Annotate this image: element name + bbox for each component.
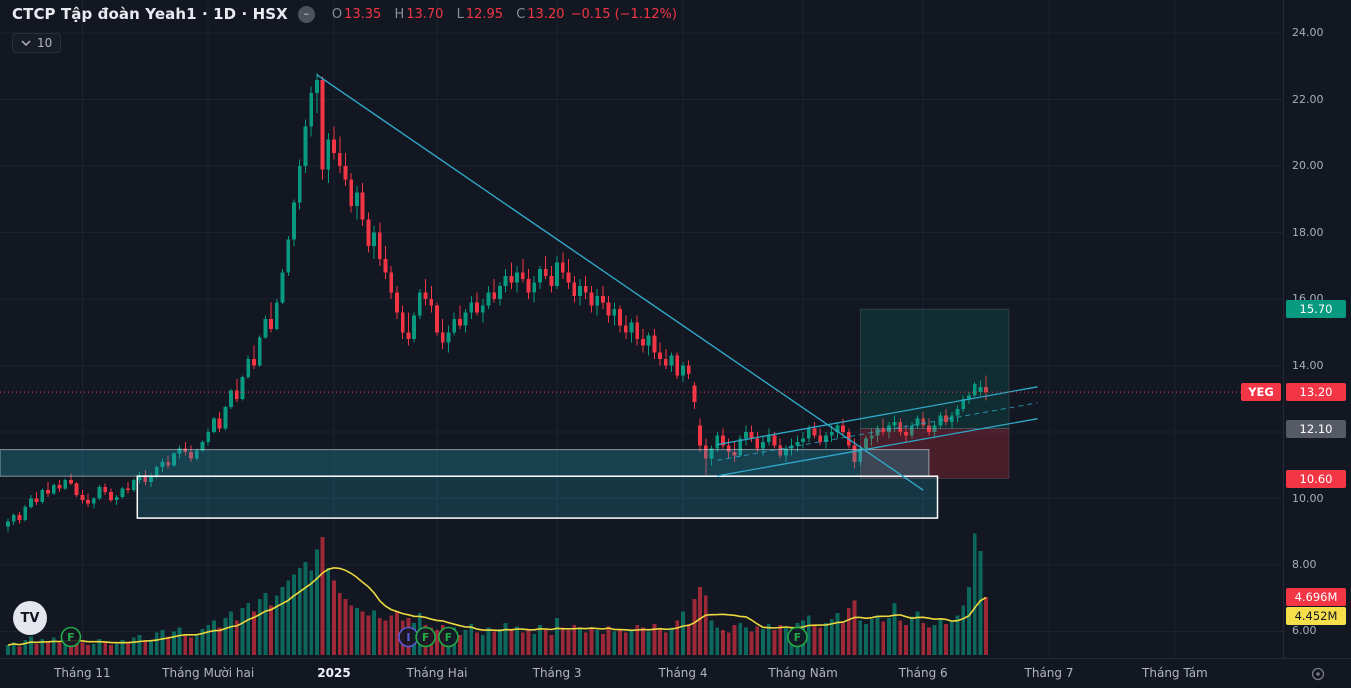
volume-ma-badge: 4.452M: [1286, 606, 1346, 625]
price-tick-label: 8.00: [1292, 557, 1317, 571]
time-tick-label: Tháng 11: [54, 666, 111, 680]
drawing-channel[interactable]: [717, 386, 1038, 477]
volume-series: [6, 533, 988, 655]
change-value: −0.15 (−1.12%): [570, 6, 677, 22]
candlestick-series: [6, 73, 988, 532]
price-axis[interactable]: 24.0022.0020.0018.0016.0014.0012.0010.00…: [1283, 0, 1351, 658]
low-label: L: [456, 6, 464, 22]
price-tick-label: 22.00: [1292, 92, 1324, 106]
axis-settings-icon[interactable]: [1310, 666, 1326, 686]
time-tick-label: Tháng 4: [658, 666, 708, 680]
entry-price-badge: 12.10: [1286, 419, 1346, 438]
drawing-trendline[interactable]: [316, 74, 924, 491]
price-tick-label: 14.00: [1292, 358, 1324, 372]
price-tick-label: 6.00: [1292, 624, 1317, 638]
symbol-price-badge: YEG: [1241, 383, 1281, 402]
time-tick-label: Tháng 3: [532, 666, 582, 680]
symbol-title[interactable]: CTCP Tập đoàn Yeah1 · 1D · HSX: [12, 5, 288, 23]
volume-ma-line: [7, 566, 987, 646]
time-tick-label: Tháng Mười hai: [162, 666, 255, 680]
tradingview-logo-text: TV: [20, 610, 40, 626]
target-price-badge: 15.70: [1286, 300, 1346, 319]
volume-value-badge: 4.696M: [1286, 587, 1346, 606]
time-axis[interactable]: Tháng 11 Tháng Mười hai 2025 Tháng Hai Tháng…: [0, 658, 1351, 688]
time-tick-label: Tháng Năm: [768, 666, 838, 680]
open-value: 13.35: [344, 6, 382, 22]
symbol-legend: CTCP Tập đoàn Yeah1 · 1D · HSX – O 13.35 …: [12, 5, 677, 53]
time-tick-label: Tháng Hai: [406, 666, 468, 680]
grid-lines: [0, 0, 1283, 658]
indicators-collapse-button[interactable]: 10: [12, 33, 62, 53]
chevron-down-icon: [21, 40, 31, 46]
svg-text:F: F: [422, 631, 430, 644]
time-tick-label: Tháng 6: [898, 666, 948, 680]
drawing-long-position[interactable]: [859, 308, 1010, 479]
svg-text:I: I: [406, 631, 410, 644]
more-button[interactable]: –: [297, 5, 315, 23]
current-price-badge: 13.20: [1286, 383, 1346, 402]
stop-price-badge: 10.60: [1286, 469, 1346, 488]
time-tick-label: Tháng 7: [1024, 666, 1074, 680]
drawing-support-zone-lower[interactable]: [136, 475, 939, 519]
price-tick-label: 20.00: [1292, 159, 1324, 173]
low-value: 12.95: [465, 6, 504, 22]
price-tick-label: 24.00: [1292, 26, 1324, 40]
time-tick-label: 2025: [317, 666, 351, 680]
close-label: C: [516, 6, 526, 22]
high-label: H: [394, 6, 405, 22]
high-value: 13.70: [406, 6, 444, 22]
open-label: O: [331, 6, 343, 22]
close-value: 13.20: [527, 6, 565, 22]
indicators-count: 10: [37, 36, 53, 50]
svg-text:F: F: [445, 631, 453, 644]
price-tick-label: 10.00: [1292, 491, 1324, 505]
tradingview-logo[interactable]: TV: [13, 601, 47, 635]
time-tick-label: Tháng Tám: [1142, 666, 1208, 680]
price-tick-label: 18.00: [1292, 225, 1324, 239]
ohlc-readout: O 13.35 H 13.70 L 12.95 C 13.20 −0.15 (−1.12…: [323, 7, 677, 22]
svg-text:F: F: [67, 631, 75, 644]
svg-text:F: F: [794, 631, 802, 644]
drawing-support-zone-upper[interactable]: [0, 449, 930, 477]
